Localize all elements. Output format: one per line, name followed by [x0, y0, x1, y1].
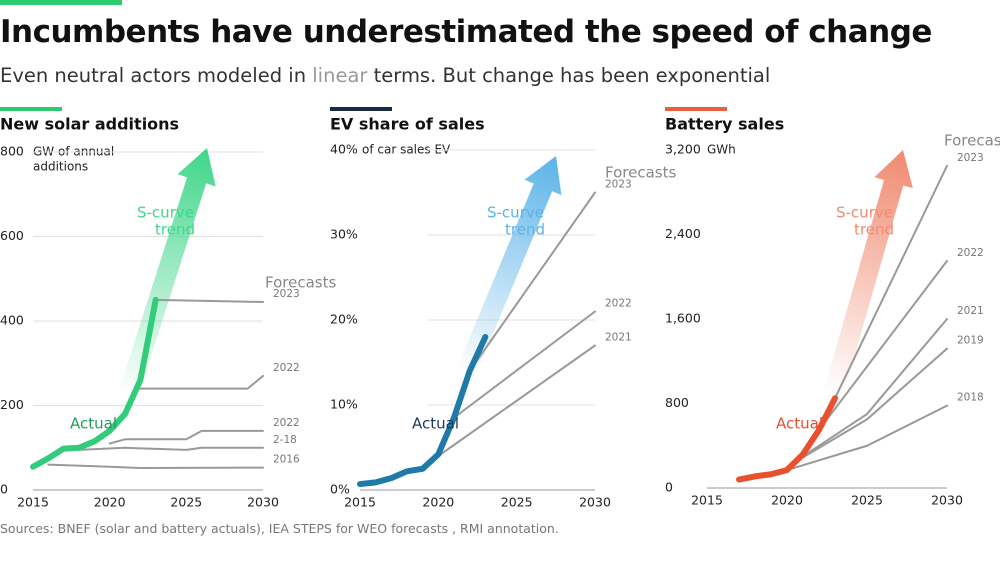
- forecast-year-label: 2021: [605, 332, 632, 344]
- accent-bar: [665, 107, 727, 111]
- x-tick-label: 2030: [931, 493, 963, 508]
- x-tick-label: 2025: [501, 495, 533, 510]
- trend-label: trend: [854, 221, 894, 239]
- forecast-line: [818, 259, 948, 431]
- actual-label: Actual: [412, 415, 459, 433]
- forecast-year-label: 2016: [273, 454, 300, 466]
- page-title: Incumbents have underestimated the speed…: [0, 14, 932, 50]
- forecast-year-label: 2023: [273, 288, 300, 300]
- x-tick-label: 2025: [170, 495, 202, 510]
- forecast-line: [47, 463, 264, 470]
- forecast-line: [802, 318, 948, 458]
- forecasts-label: Forecasts: [265, 274, 336, 292]
- forecast-line: [786, 347, 948, 468]
- x-tick-label: 2025: [851, 493, 883, 508]
- forecasts-label: Forecasts: [605, 164, 676, 182]
- chart-title: Battery sales: [665, 115, 784, 134]
- forecast-line: [108, 429, 264, 445]
- y-tick-label: 200: [0, 397, 24, 412]
- y-tick-label: 800: [665, 395, 689, 410]
- y-tick-label: 30%: [330, 227, 358, 242]
- y-tick-label: 20%: [330, 312, 358, 327]
- trend-label: trend: [505, 221, 545, 239]
- forecast-year-label: 2022: [605, 298, 632, 310]
- forecast-year-label: 2019: [957, 335, 984, 347]
- forecast-line: [453, 310, 596, 419]
- forecast-year-label: 2018: [957, 392, 984, 404]
- forecast-line: [154, 298, 264, 303]
- trend-label: trend: [155, 221, 195, 239]
- trend-arrow: [455, 156, 562, 379]
- forecast-year-label: 2022: [957, 247, 984, 259]
- y-tick-label: 400: [0, 313, 24, 328]
- x-tick-label: 2030: [579, 495, 611, 510]
- chart-title: New solar additions: [0, 115, 179, 134]
- accent-bar: [330, 107, 392, 111]
- page-subtitle: Even neutral actors modeled in linear te…: [0, 64, 770, 87]
- forecast-year-label: 2023: [605, 179, 632, 191]
- actual-line: [736, 395, 838, 483]
- y-tick-label: 2,400: [665, 226, 701, 241]
- unit-label: additions: [33, 160, 88, 174]
- forecast-line: [468, 191, 596, 372]
- chart-title: EV share of sales: [330, 115, 485, 134]
- forecast-year-label: 2022: [273, 362, 300, 374]
- x-tick-label: 2030: [247, 495, 279, 510]
- x-tick-label: 2015: [17, 495, 49, 510]
- y-tick-label: 600: [0, 228, 24, 243]
- subtitle-part: Even neutral actors modeled in: [0, 64, 313, 87]
- subtitle-highlight: linear: [312, 64, 368, 87]
- forecast-year-label: 2021: [957, 305, 984, 317]
- unit-label: of car sales EV: [362, 143, 451, 157]
- forecast-year-label: 2023: [957, 152, 984, 164]
- forecast-line: [786, 404, 948, 472]
- y-tick-label: 800: [0, 144, 24, 159]
- forecast-line: [834, 164, 948, 400]
- y-tick-label: 0%: [330, 482, 350, 497]
- top-accent: [0, 0, 122, 5]
- forecast-line: [78, 446, 264, 451]
- actual-line: [357, 334, 489, 488]
- forecast-line: [437, 344, 596, 457]
- forecast-year-label: 2-18: [273, 434, 297, 446]
- unit-label: GWh: [707, 143, 736, 157]
- trend-label: S-curve: [836, 204, 893, 222]
- forecast-year-label: 2022: [273, 417, 300, 429]
- actual-label: Actual: [776, 415, 823, 433]
- y-tick-label: 1,600: [665, 311, 701, 326]
- trend-arrow: [823, 150, 913, 398]
- forecast-line: [139, 374, 264, 390]
- x-tick-label: 2015: [691, 493, 723, 508]
- trend-label: S-curve: [487, 204, 544, 222]
- y-tick-label: 0: [0, 482, 8, 497]
- actual-line: [30, 296, 159, 470]
- trend-label: S-curve: [137, 204, 194, 222]
- x-tick-label: 2020: [94, 495, 126, 510]
- x-tick-label: 2015: [344, 495, 376, 510]
- y-tick-label: 0: [665, 480, 673, 495]
- accent-bar: [0, 107, 62, 111]
- actual-label: Actual: [70, 415, 117, 433]
- x-tick-label: 2020: [771, 493, 803, 508]
- y-tick-label: 10%: [330, 397, 358, 412]
- x-tick-label: 2020: [422, 495, 454, 510]
- y-tick-label: 40%: [330, 142, 358, 157]
- subtitle-part: terms. But change has been exponential: [367, 64, 771, 87]
- forecasts-label: Forecasts: [944, 132, 1000, 150]
- trend-arrow: [118, 148, 216, 399]
- source-note: Sources: BNEF (solar and battery actuals…: [0, 521, 559, 536]
- y-tick-label: 3,200: [665, 142, 701, 157]
